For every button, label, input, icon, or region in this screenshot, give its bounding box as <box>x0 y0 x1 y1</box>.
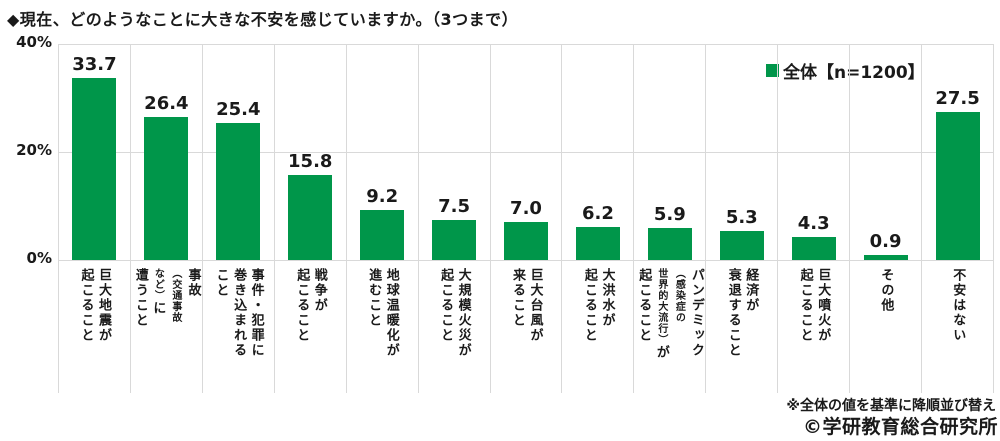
bar-column: 5.9 パンデミック （感染症の 世界的大流行）が 起こること <box>633 44 705 393</box>
bar-value-label: 25.4 <box>216 98 261 120</box>
copyright: ©学研教育総合研究所 <box>802 416 998 438</box>
sort-note: ※全体の値を基準に降順並び替え <box>786 398 996 414</box>
category-label: 巨大地震が 起こること <box>78 268 111 343</box>
category-label: 事故 （交通事故 など）に 遭うこと <box>132 268 201 328</box>
y-axis-tick-20: 20% <box>16 141 52 159</box>
bar-column: 15.8 戦争が 起こること <box>273 44 346 393</box>
bar-value-label: 27.5 <box>935 87 980 109</box>
legend-swatch-icon <box>766 64 779 77</box>
category-label: 巨大噴火が 起こること <box>797 268 831 343</box>
bar-column: 5.3 経済が 衰退すること <box>705 44 777 393</box>
y-axis-tick-40: 40% <box>16 33 52 51</box>
bar <box>360 210 405 260</box>
bar <box>935 111 980 260</box>
bar-value-label: 5.3 <box>725 207 758 229</box>
gridline-20pct <box>58 152 994 153</box>
gridline-40pct <box>58 44 994 45</box>
bar-column: 4.3 巨大噴火が 起こること <box>777 44 849 393</box>
bar-column: 27.5 不安はない <box>921 44 994 393</box>
bar-value-label: 26.4 <box>144 93 189 115</box>
bar-value-label: 33.7 <box>72 54 117 76</box>
bar-value-label: 4.3 <box>797 212 830 234</box>
bar <box>216 122 261 260</box>
bar <box>575 226 620 260</box>
chart-title: ◆現在、どのようなことに大きな不安を感じていますか。（3つまで） <box>7 10 519 29</box>
bar-column: 25.4 事件・犯罪に 巻き込まれる こと <box>201 44 274 393</box>
bar-column: 33.7 巨大地震が 起こること <box>58 44 130 393</box>
bar-value-label: 15.8 <box>288 150 333 172</box>
bar-column: 0.9 その他 <box>849 44 921 393</box>
category-label: 事件・犯罪に 巻き込まれる こと <box>213 268 264 358</box>
bar <box>863 255 908 260</box>
bar-value-label: 9.2 <box>366 186 399 208</box>
bar <box>288 174 333 260</box>
bar <box>144 117 189 260</box>
bar-column: 6.2 大洪水が 起こること <box>561 44 633 393</box>
bar-value-label: 7.5 <box>438 195 471 217</box>
legend-label: 全体【n=1200】 <box>783 63 925 83</box>
category-label: 巨大台風が 来ること <box>509 268 543 343</box>
bar-columns: 33.7 巨大地震が 起こること 26.4 事故 （交通事故 など）に 遭うこと 25.4 事件・… <box>58 44 994 393</box>
bar <box>72 78 117 260</box>
y-axis-tick-0: 0% <box>26 249 52 267</box>
plot-area: 33.7 巨大地震が 起こること 26.4 事故 （交通事故 など）に 遭うこと 25.4 事件・… <box>58 44 994 393</box>
bar <box>503 222 548 260</box>
bar <box>791 236 836 260</box>
bar-column: 26.4 事故 （交通事故 など）に 遭うこと <box>129 44 202 393</box>
category-label: その他 <box>878 268 894 313</box>
bar-column: 7.0 巨大台風が 来ること <box>489 44 562 393</box>
category-label: 戦争が 起こること <box>294 268 327 343</box>
category-label: 経済が 衰退すること <box>725 268 759 358</box>
bar-column: 9.2 地球温暖化が 進むこと <box>345 44 418 393</box>
legend: 全体【n=1200】 <box>766 58 925 83</box>
bar <box>719 231 764 260</box>
bar <box>432 219 477 260</box>
bar-value-label: 6.2 <box>581 202 614 224</box>
category-label: 大規模火災が 起こること <box>438 268 471 358</box>
bar-value-label: 0.9 <box>869 231 902 253</box>
category-label: 不安はない <box>950 268 966 343</box>
category-label: 地球温暖化が 進むこと <box>366 268 399 358</box>
bar-value-label: 7.0 <box>510 198 542 220</box>
gridline-0pct <box>58 260 994 261</box>
category-label: 大洪水が 起こること <box>581 268 615 343</box>
bar-value-label: 5.9 <box>653 204 686 226</box>
bar <box>647 228 692 260</box>
bar-column: 7.5 大規模火災が 起こること <box>417 44 490 393</box>
category-label: パンデミック （感染症の 世界的大流行）が 起こること <box>636 268 704 360</box>
